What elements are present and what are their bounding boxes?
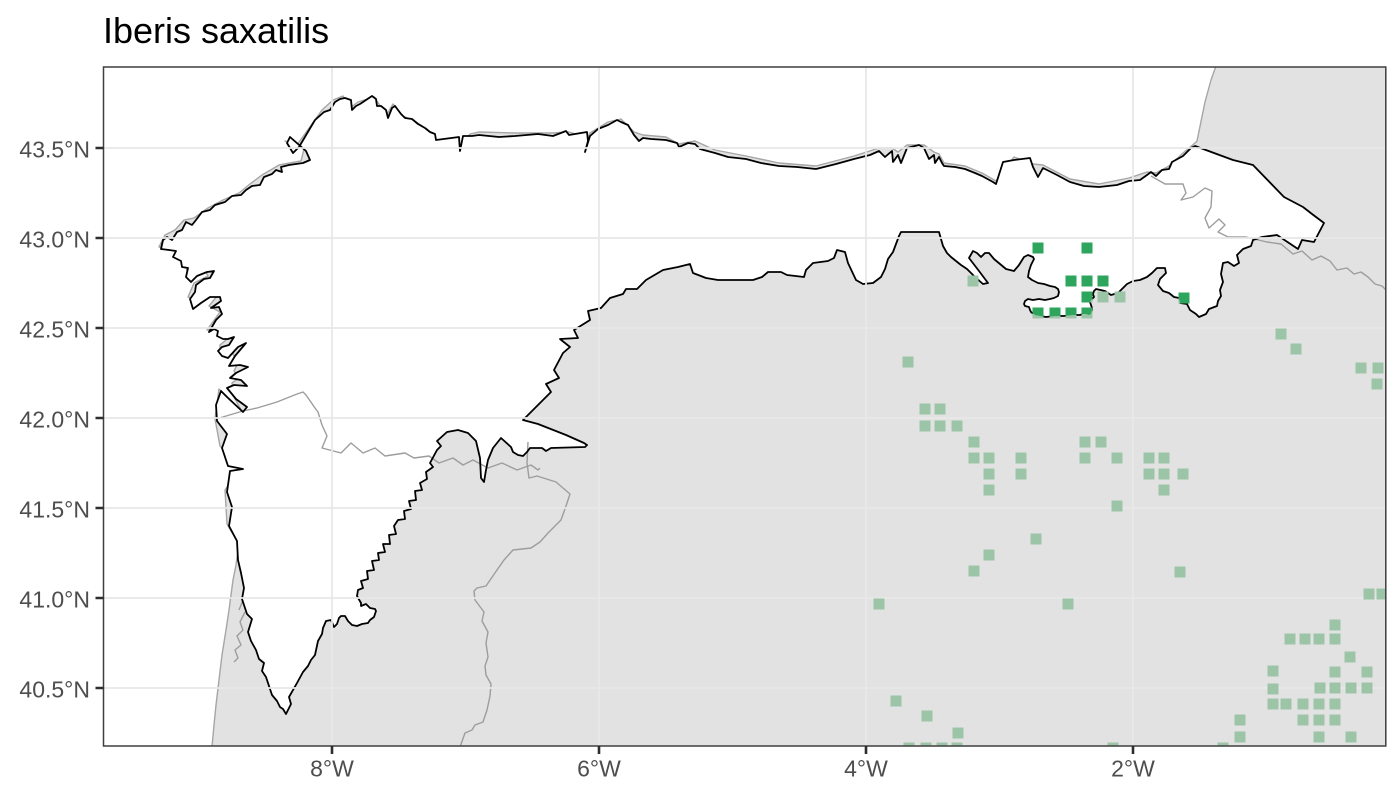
svg-text:41.5°N: 41.5°N bbox=[19, 497, 90, 523]
svg-text:Iberis saxatilis: Iberis saxatilis bbox=[103, 10, 329, 51]
svg-text:40.5°N: 40.5°N bbox=[19, 677, 90, 703]
svg-text:8°W: 8°W bbox=[310, 756, 354, 782]
svg-text:41.0°N: 41.0°N bbox=[19, 587, 90, 613]
svg-text:43.5°N: 43.5°N bbox=[19, 137, 90, 163]
svg-text:42.5°N: 42.5°N bbox=[19, 317, 90, 343]
svg-text:6°W: 6°W bbox=[577, 756, 621, 782]
svg-text:2°W: 2°W bbox=[1111, 756, 1155, 782]
svg-text:43.0°N: 43.0°N bbox=[19, 227, 90, 253]
svg-text:4°W: 4°W bbox=[844, 756, 888, 782]
svg-text:42.0°N: 42.0°N bbox=[19, 407, 90, 433]
